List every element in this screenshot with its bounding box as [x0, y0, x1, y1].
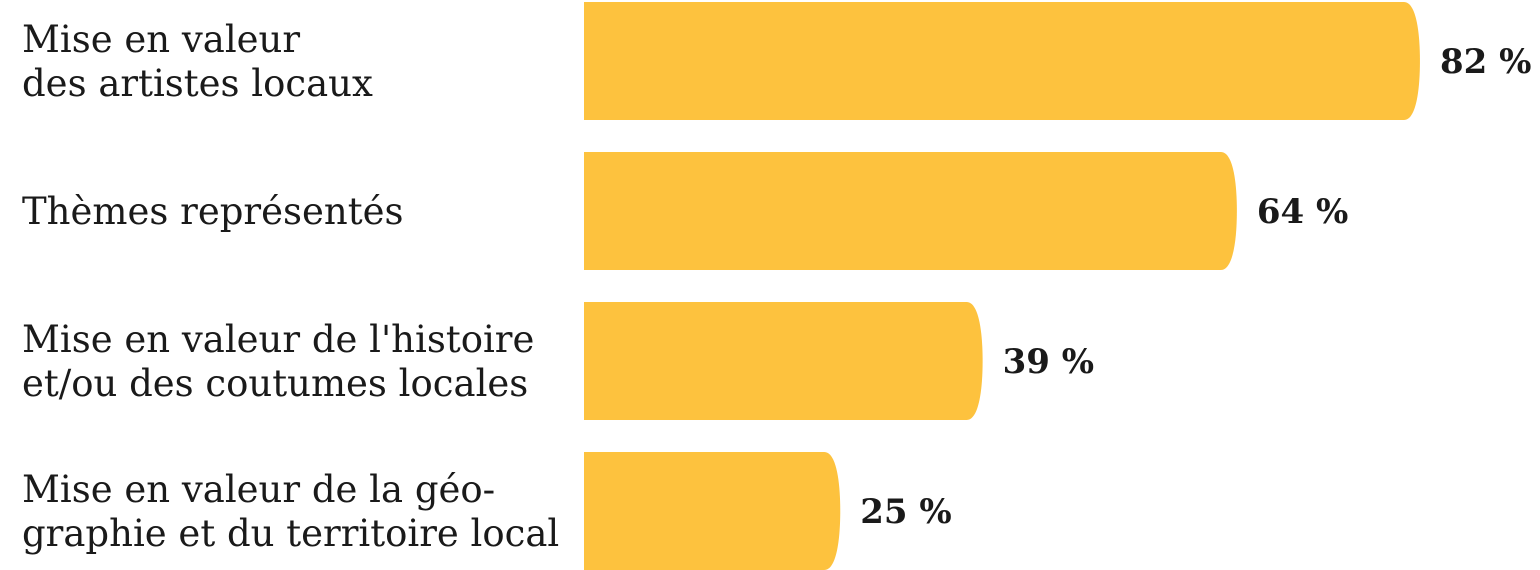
value-label-2: 64 %	[1257, 192, 1348, 232]
bar-1	[584, 2, 1420, 120]
bar-4	[584, 452, 841, 570]
category-label-line: Mise en valeur	[22, 18, 300, 61]
category-label-line: des artistes locaux	[22, 62, 373, 105]
category-label-line: Mise en valeur de l'histoire	[22, 318, 534, 361]
value-label-1: 82 %	[1440, 42, 1531, 82]
category-label-2: Thèmes représentés	[22, 190, 403, 233]
value-label-4: 25 %	[860, 492, 951, 532]
category-label-3: Mise en valeur de l'histoire et/ou des co…	[22, 318, 534, 405]
category-label-line: graphie et du territoire local	[22, 512, 559, 555]
category-label-line: et/ou des coutumes locales	[22, 362, 528, 405]
category-label-line: Thèmes représentés	[22, 190, 403, 233]
category-label-line: Mise en valeur de la géo-	[22, 468, 495, 511]
category-label-1: Mise en valeur des artistes locaux	[22, 18, 373, 105]
value-label-3: 39 %	[1003, 342, 1094, 382]
category-label-4: Mise en valeur de la géo-graphie et du t…	[22, 468, 559, 555]
bar-2	[584, 152, 1237, 270]
bar-3	[584, 302, 983, 420]
